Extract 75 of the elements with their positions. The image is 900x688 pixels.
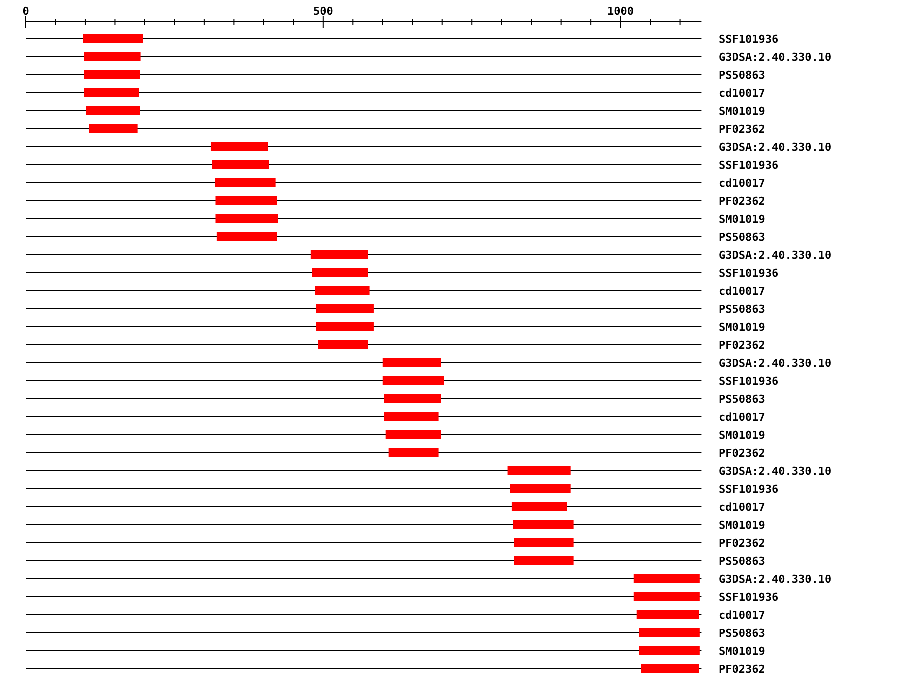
y-tick-label: cd10017 bbox=[719, 410, 766, 424]
bar bbox=[639, 628, 700, 638]
y-tick-label: G3DSA:2.40.330.10 bbox=[719, 248, 832, 262]
y-tick-label: cd10017 bbox=[719, 608, 766, 622]
y-tick-label: PF02362 bbox=[719, 536, 766, 550]
bar bbox=[384, 412, 439, 422]
bar bbox=[639, 646, 700, 656]
bar bbox=[216, 196, 278, 206]
y-tick-label: PF02362 bbox=[719, 446, 766, 460]
y-tick-label: PS50863 bbox=[719, 554, 766, 568]
x-tick-label: 1000 bbox=[608, 5, 634, 18]
bar bbox=[316, 322, 374, 332]
bar bbox=[84, 88, 140, 98]
y-tick-label: SM01019 bbox=[719, 644, 766, 658]
bar bbox=[215, 178, 276, 188]
bar bbox=[83, 34, 144, 44]
y-tick-label: G3DSA:2.40.330.10 bbox=[719, 50, 832, 64]
y-tick-label: SM01019 bbox=[719, 320, 766, 334]
y-tick-label: SM01019 bbox=[719, 212, 766, 226]
bar bbox=[634, 592, 700, 602]
bar bbox=[312, 268, 368, 278]
bar bbox=[310, 250, 368, 260]
bar bbox=[386, 430, 442, 440]
bar bbox=[384, 394, 442, 404]
bar bbox=[514, 538, 574, 548]
y-tick-label: G3DSA:2.40.330.10 bbox=[719, 356, 832, 370]
bar bbox=[216, 232, 278, 242]
y-tick-label: PF02362 bbox=[719, 194, 766, 208]
y-tick-label: G3DSA:2.40.330.10 bbox=[719, 464, 832, 478]
bar bbox=[513, 520, 574, 530]
y-tick-label: PF02362 bbox=[719, 122, 766, 136]
y-tick-label: SSF101936 bbox=[719, 590, 779, 604]
y-tick-label: PS50863 bbox=[719, 68, 766, 82]
bar bbox=[210, 142, 268, 152]
y-tick-label: SSF101936 bbox=[719, 158, 779, 172]
y-tick-label: PS50863 bbox=[719, 392, 766, 406]
x-tick-label: 0 bbox=[22, 5, 30, 18]
y-tick-label: SSF101936 bbox=[719, 266, 779, 280]
bar bbox=[512, 502, 568, 512]
bar bbox=[316, 304, 374, 314]
y-tick-label: cd10017 bbox=[719, 500, 766, 514]
bar bbox=[382, 376, 444, 386]
y-tick-label: G3DSA:2.40.330.10 bbox=[719, 572, 832, 586]
bar bbox=[318, 340, 368, 350]
y-tick-label: SM01019 bbox=[719, 104, 766, 118]
x-tick-label: 500 bbox=[313, 5, 334, 18]
bar bbox=[216, 214, 278, 224]
bar bbox=[514, 556, 574, 566]
y-tick-label: PF02362 bbox=[719, 338, 766, 352]
y-tick-label: G3DSA:2.40.330.10 bbox=[719, 140, 832, 154]
bar bbox=[212, 160, 270, 170]
bar bbox=[382, 358, 442, 368]
y-tick-label: cd10017 bbox=[719, 86, 766, 100]
bar bbox=[508, 466, 571, 476]
y-tick-label: SSF101936 bbox=[719, 374, 779, 388]
y-tick-label: PF02362 bbox=[719, 662, 766, 676]
y-tick-label: PS50863 bbox=[719, 230, 766, 244]
bar bbox=[84, 70, 140, 80]
bar bbox=[84, 52, 141, 62]
y-tick-label: SM01019 bbox=[719, 428, 766, 442]
y-tick-label: cd10017 bbox=[719, 284, 766, 298]
bar bbox=[634, 574, 700, 584]
y-tick-label: SSF101936 bbox=[719, 32, 779, 46]
bar bbox=[636, 610, 700, 620]
bar bbox=[86, 106, 140, 116]
bar bbox=[388, 448, 439, 458]
bar bbox=[641, 664, 700, 674]
y-tick-label: cd10017 bbox=[719, 176, 766, 190]
y-tick-label: SM01019 bbox=[719, 518, 766, 532]
y-tick-label: PS50863 bbox=[719, 302, 766, 316]
bar bbox=[510, 484, 571, 494]
bar bbox=[315, 286, 370, 296]
y-tick-label: PS50863 bbox=[719, 626, 766, 640]
y-tick-label: SSF101936 bbox=[719, 482, 779, 496]
bar bbox=[89, 124, 138, 134]
